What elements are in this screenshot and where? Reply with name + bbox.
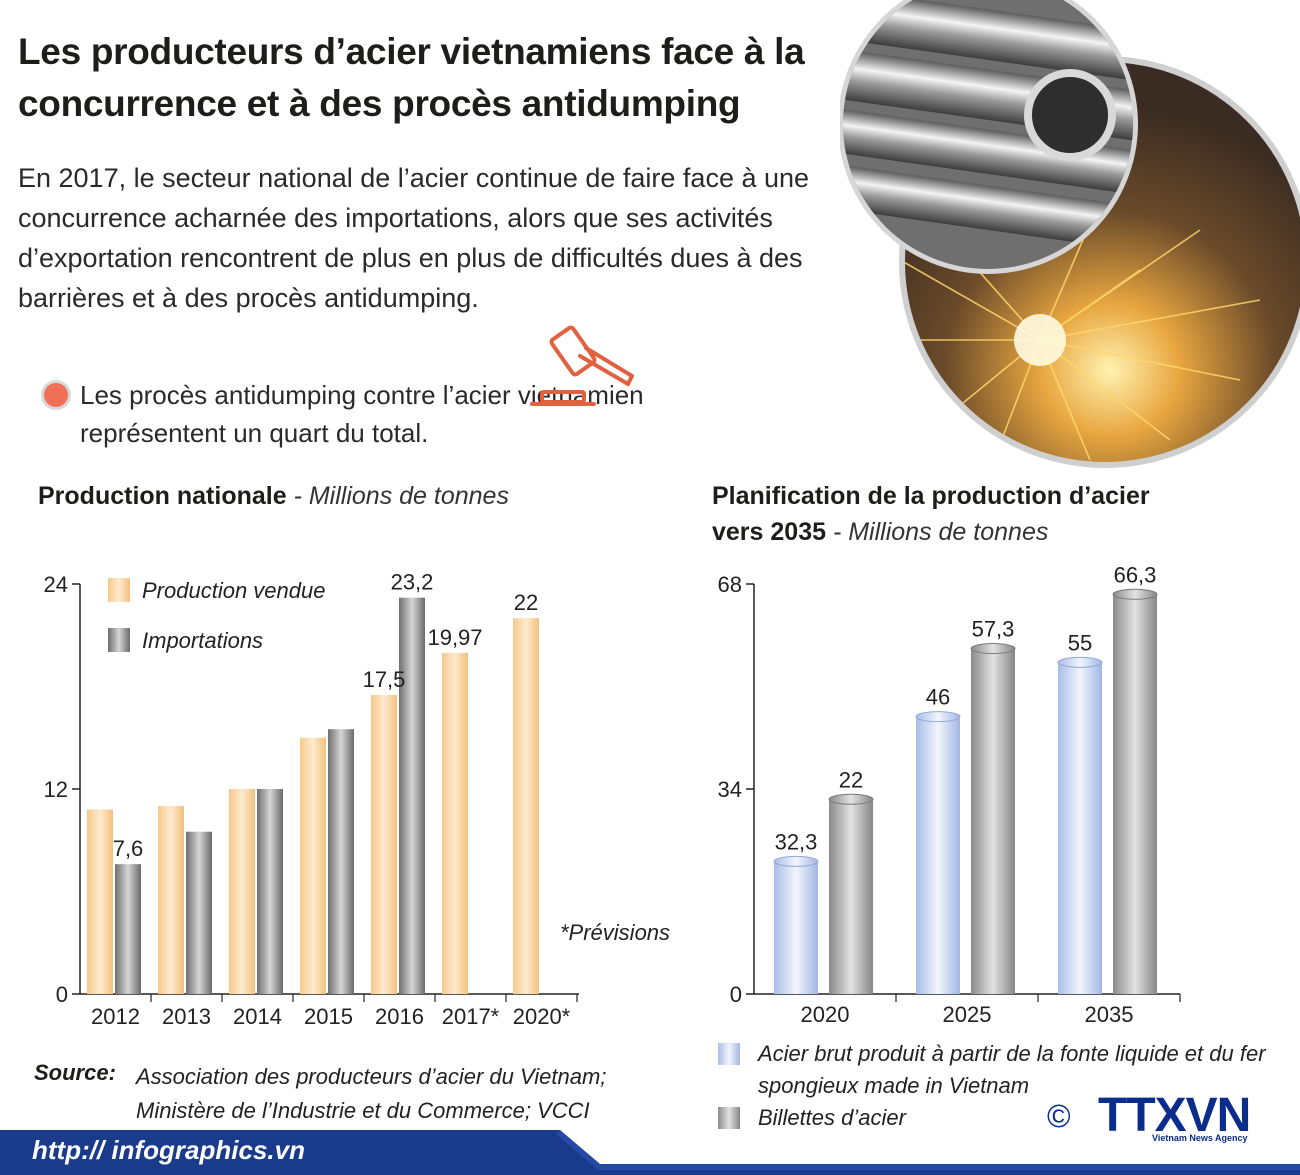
bar-production: [87, 809, 113, 994]
x-tick-label: 2025: [943, 1002, 992, 1027]
legend-label-crude: Acier brut produit à partir de la fonte …: [758, 1041, 1266, 1098]
legend-label: Production vendue: [142, 578, 325, 603]
bar-cap: [915, 711, 961, 723]
bar-imports: [115, 864, 141, 994]
footer-bar: [0, 1130, 1300, 1175]
planning-chart: 0 34 68 2020 2025 2035 32,3 22 46 57,3 55 66,3: [718, 562, 1181, 1027]
bar-billets: [829, 799, 873, 994]
data-label: 19,97: [427, 625, 482, 650]
page-title: Les producteurs d’acier vietnamiens face…: [18, 31, 805, 124]
data-label: 55: [1068, 630, 1092, 655]
bar-production: [371, 695, 397, 994]
bar-production: [442, 652, 468, 994]
data-label: 32,3: [775, 829, 818, 854]
bar-cap: [773, 855, 819, 867]
legend-item-crude-steel: Acier brut produit à partir de la fonte …: [718, 1038, 1278, 1102]
right-chart-legend: Acier brut produit à partir de la fonte …: [718, 1038, 1278, 1134]
x-tick-label: 2014: [233, 1004, 282, 1029]
production-chart: 0 12 24 2012 2013 2014 2015 2016 2017* 2020* 7,6 17…: [44, 570, 579, 1029]
bullet-dot-icon: [44, 383, 68, 407]
intro-paragraph: En 2017, le secteur national de l’acier …: [18, 163, 810, 313]
bar-production: [229, 789, 255, 994]
source-text: Association des producteurs d’acier du V…: [136, 1060, 676, 1128]
bar-imports: [257, 789, 283, 994]
legend-swatch-billets: [718, 1107, 740, 1129]
y-tick-label: 34: [718, 777, 742, 802]
x-tick-label: 2013: [162, 1004, 211, 1029]
left-chart-title-text: Production nationale: [38, 482, 287, 510]
bullet-text: Les procès antidumping contre l’acier vi…: [80, 380, 644, 448]
x-tick-label: 2012: [91, 1004, 140, 1029]
data-label: 7,6: [113, 836, 144, 861]
source-line-1: Association des producteurs d’acier du V…: [136, 1064, 607, 1089]
y-tick-label: 0: [56, 982, 68, 1007]
right-chart-unit: Millions de tonnes: [848, 518, 1049, 546]
bar-cap: [828, 793, 874, 805]
left-chart-unit: Millions de tonnes: [308, 482, 509, 510]
source-label: Source:: [34, 1060, 116, 1085]
x-tick-label: 2020: [801, 1002, 850, 1027]
legend-label: Importations: [142, 628, 263, 653]
y-tick-label: 0: [730, 982, 742, 1007]
bar-imports: [186, 831, 212, 994]
bar-crude-steel: [774, 861, 818, 994]
ttxvn-logo-subtitle: Vietnam News Agency: [1152, 1133, 1248, 1143]
x-tick-label: 2020*: [513, 1004, 571, 1029]
bar-cap: [970, 643, 1016, 655]
data-label: 22: [514, 590, 538, 615]
gavel-icon: [530, 325, 634, 406]
left-chart-title: Production nationale - Millions de tonne…: [38, 482, 509, 510]
bar-crude-steel: [916, 716, 960, 994]
x-tick-label: 2015: [304, 1004, 353, 1029]
y-tick-label: 12: [44, 777, 68, 802]
data-label: 23,2: [391, 570, 434, 595]
legend-swatch-crude: [718, 1043, 740, 1065]
source-line-2: Ministère de l’Industrie et du Commerce;…: [136, 1098, 590, 1123]
forecast-note: *Prévisions: [560, 920, 671, 945]
legend-item-billets: Billettes d’acier: [718, 1102, 1278, 1134]
bar-production: [513, 618, 539, 994]
bar-billets: [971, 648, 1015, 994]
bar-imports: [328, 729, 354, 994]
data-label: 22: [839, 767, 863, 792]
footer-link[interactable]: http:// infographics.vn: [32, 1135, 305, 1165]
y-tick-label: 24: [44, 572, 68, 597]
bar-cap: [1112, 588, 1158, 600]
data-label: 46: [926, 685, 950, 710]
legend-swatch-production: [108, 578, 130, 602]
legend-swatch-imports: [108, 628, 130, 652]
bar-billets: [1113, 594, 1157, 994]
bar-cap: [1057, 656, 1103, 668]
bar-imports: [399, 597, 425, 994]
x-tick-label: 2017*: [442, 1004, 500, 1029]
x-tick-label: 2016: [375, 1004, 424, 1029]
bar-crude-steel: [1058, 662, 1102, 994]
copyright-icon: ©: [1047, 1098, 1071, 1134]
steel-photo: [840, 0, 1300, 468]
bar-production: [158, 806, 184, 994]
right-chart-title-text: Planification de la production d’acier v…: [712, 482, 1150, 546]
bar-production: [300, 737, 326, 994]
legend-label-billets: Billettes d’acier: [758, 1105, 906, 1130]
data-label: 17,5: [363, 667, 406, 692]
right-chart-title: Planification de la production d’acier v…: [712, 482, 1150, 546]
data-label: 66,3: [1114, 562, 1157, 587]
data-label: 57,3: [972, 617, 1015, 642]
ttxvn-logo: TTXVN: [1098, 1089, 1251, 1142]
x-tick-label: 2035: [1085, 1002, 1134, 1027]
y-tick-label: 68: [718, 572, 742, 597]
